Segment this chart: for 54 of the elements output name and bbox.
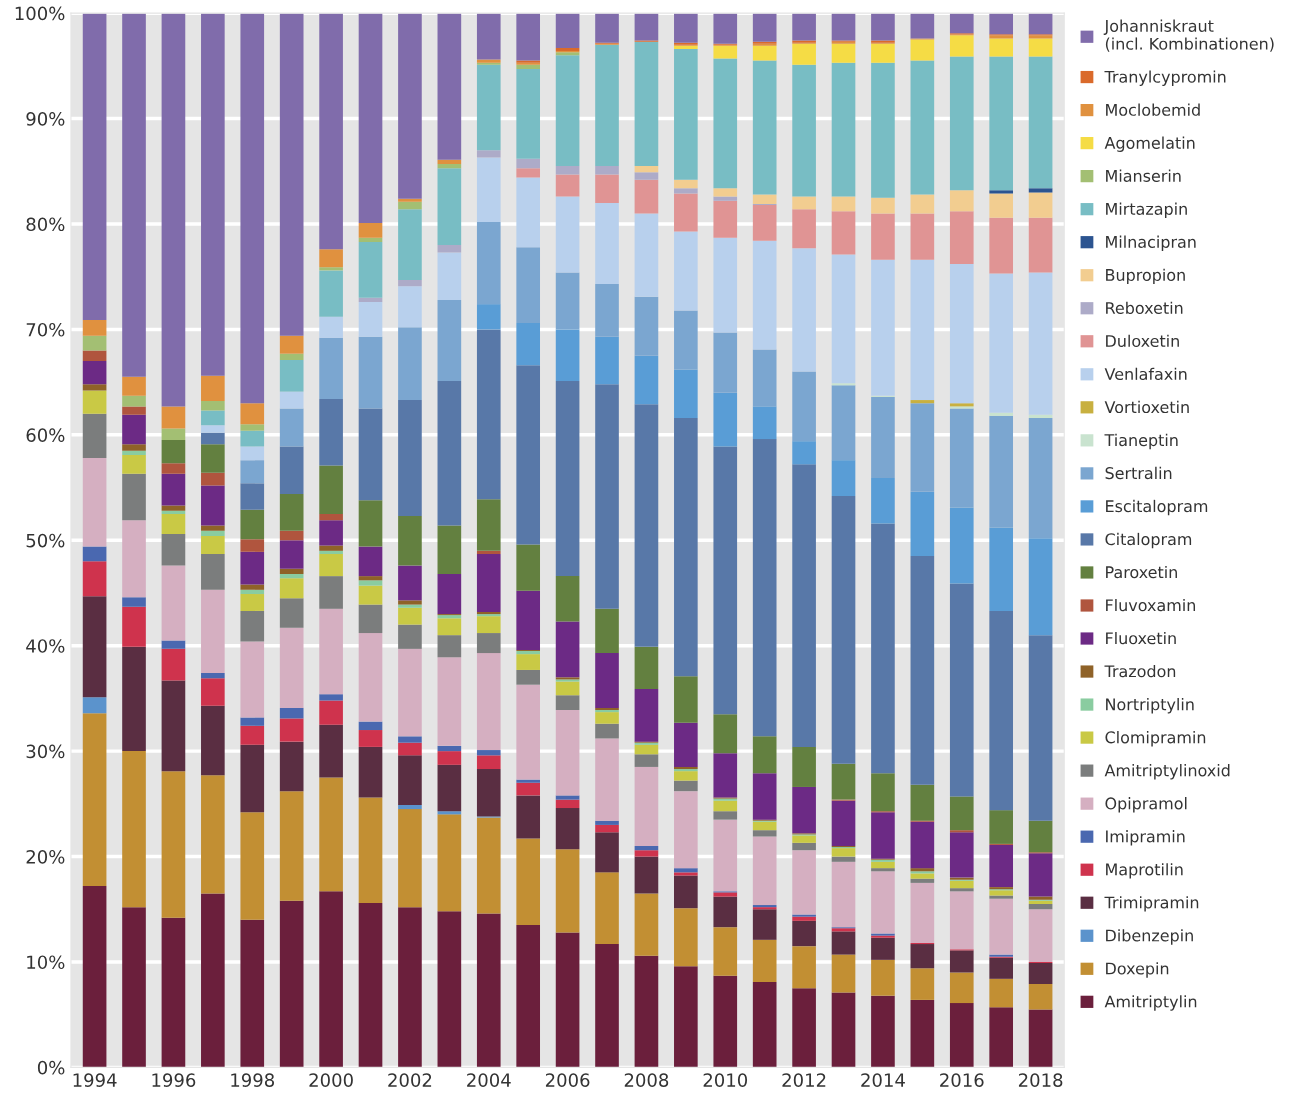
legend-label: Bupropion <box>1106 268 1185 285</box>
x-tick-label: 2004 <box>467 1073 511 1087</box>
legend-label: Maprotilin <box>1106 863 1183 879</box>
legend-label: Tranylcypromin <box>1104 70 1226 86</box>
x-tick-label: 2002 <box>388 1073 432 1087</box>
y-tick-label: 90% <box>26 112 65 126</box>
x-tick-label: 2012 <box>782 1073 826 1087</box>
y-tick-label: 30% <box>26 744 65 759</box>
legend-label: Doxepin <box>1106 962 1169 978</box>
x-tick-label: 2010 <box>703 1073 748 1087</box>
legend-label: Escitalopram <box>1106 499 1208 516</box>
legend-label: Duloxetin <box>1106 334 1179 348</box>
legend-label: Trimipramin <box>1104 896 1199 912</box>
x-tick-label: 2008 <box>624 1073 669 1087</box>
legend-label: Tianeptin <box>1104 433 1178 450</box>
legend-label: Mirtazapin <box>1106 202 1187 219</box>
y-tick-label: 60% <box>26 428 65 442</box>
legend-label: Vortioxetin <box>1104 400 1189 414</box>
legend-label: Sertralin <box>1105 466 1172 480</box>
y-tick-label: 40% <box>26 639 65 653</box>
legend-label: Trazodon <box>1104 664 1176 678</box>
legend-label: Opipramol <box>1105 797 1187 813</box>
x-tick-label: 2006 <box>545 1073 590 1087</box>
legend-label: Paroxetin <box>1106 565 1177 579</box>
x-tick-label: 1996 <box>152 1073 196 1087</box>
legend-label: Agomelatin <box>1104 136 1195 152</box>
legend-label: Amitriptylinoxid <box>1104 764 1230 780</box>
legend-label: Amitriptylin <box>1104 995 1197 1011</box>
legend-label: Moclobemid <box>1106 103 1200 116</box>
y-tick-label: 50% <box>26 533 65 548</box>
legend-label: Nortriptylin <box>1106 697 1194 714</box>
x-tick-label: 2016 <box>940 1073 984 1087</box>
legend-label: Clomipramin <box>1105 731 1206 747</box>
legend-label: Fluoxetin <box>1106 631 1176 645</box>
legend-label: Reboxetin <box>1106 301 1183 315</box>
legend-label: Mianserin <box>1106 169 1181 182</box>
legend-label: Fluvoxamin <box>1106 598 1196 612</box>
x-tick-label: 2000 <box>309 1073 353 1087</box>
x-tick-label: 2014 <box>861 1073 905 1087</box>
y-tick-label: 80% <box>26 217 65 232</box>
x-tick-label: 1998 <box>231 1073 275 1087</box>
legend-label: Citalopram <box>1105 532 1192 549</box>
legend-label: Venlafaxin <box>1104 367 1187 381</box>
legend-label: Johanniskraut (incl. Kombinationen) <box>1103 19 1274 52</box>
legend-label: Milnacipran <box>1106 235 1196 252</box>
y-tick-label: 70% <box>26 322 65 337</box>
legend-label: Imipramin <box>1106 830 1185 846</box>
y-tick-label: 10% <box>27 955 65 970</box>
x-tick-label: 1994 <box>73 1073 117 1087</box>
y-tick-label: 20% <box>26 850 65 864</box>
y-tick-label: 100% <box>15 6 65 21</box>
x-tick-label: 2018 <box>1018 1073 1063 1087</box>
legend-label: Dibenzepin <box>1106 929 1193 945</box>
y-tick-label: 0% <box>37 1060 65 1075</box>
